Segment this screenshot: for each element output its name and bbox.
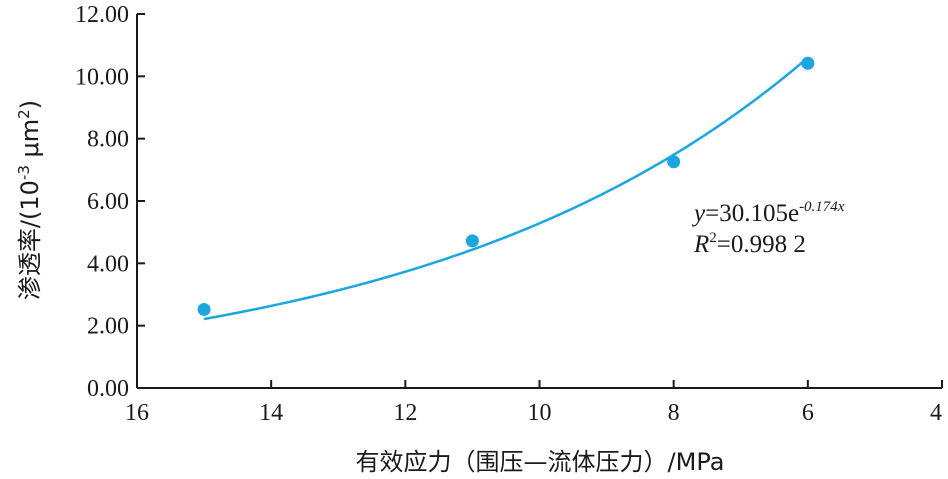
data-point	[667, 155, 681, 169]
eq-y-var: y	[691, 200, 706, 227]
x-tick-label: 12	[393, 400, 417, 426]
x-axis-title: 有效应力（围压—流体压力）/MPa	[356, 448, 725, 476]
data-points	[197, 56, 815, 316]
y-ticks: 0.00 2.00 4.00 6.00 8.00 10.00 12.00	[75, 2, 145, 402]
x-tick-label: 6	[802, 400, 814, 426]
x-tick-label: 10	[528, 400, 552, 426]
y-title-unit: μm	[16, 119, 44, 165]
y-axis-title: 渗透率/(10-3 μm2)	[15, 100, 44, 300]
data-point	[465, 234, 479, 248]
fit-equation: y=30.105e-0.174x	[691, 199, 845, 227]
y-title-main: 渗透率/(10	[16, 180, 44, 300]
y-title-close: )	[16, 100, 44, 109]
y-tick-label: 6.00	[87, 189, 129, 215]
r-squared: R2=0.998 2	[693, 230, 806, 258]
y-tick-label: 10.00	[75, 64, 129, 90]
data-point	[197, 302, 211, 316]
r2-r: R	[693, 231, 709, 258]
data-point	[801, 56, 815, 70]
y-tick-label: 8.00	[87, 127, 129, 153]
x-tick-label: 4	[930, 400, 942, 426]
y-tick-label: 2.00	[87, 314, 129, 340]
x-ticks: 16 14 12 10 8 6 4	[125, 380, 943, 426]
r2-sup: 2	[709, 230, 717, 246]
y-tick-label: 4.00	[87, 251, 129, 277]
x-tick-label: 8	[668, 400, 680, 426]
x-tick-label: 14	[259, 400, 283, 426]
r2-rest: =0.998 2	[717, 231, 806, 258]
y-title-exp: -3	[15, 165, 33, 180]
y-title-unit-exp: 2	[15, 109, 33, 119]
x-tick-label: 16	[125, 400, 149, 426]
y-tick-label: 0.00	[87, 376, 129, 402]
eq-rest: =30.105e	[705, 200, 799, 227]
y-tick-label: 12.00	[75, 2, 129, 28]
fit-curve	[203, 56, 809, 321]
eq-exponent: -0.174x	[799, 199, 845, 215]
